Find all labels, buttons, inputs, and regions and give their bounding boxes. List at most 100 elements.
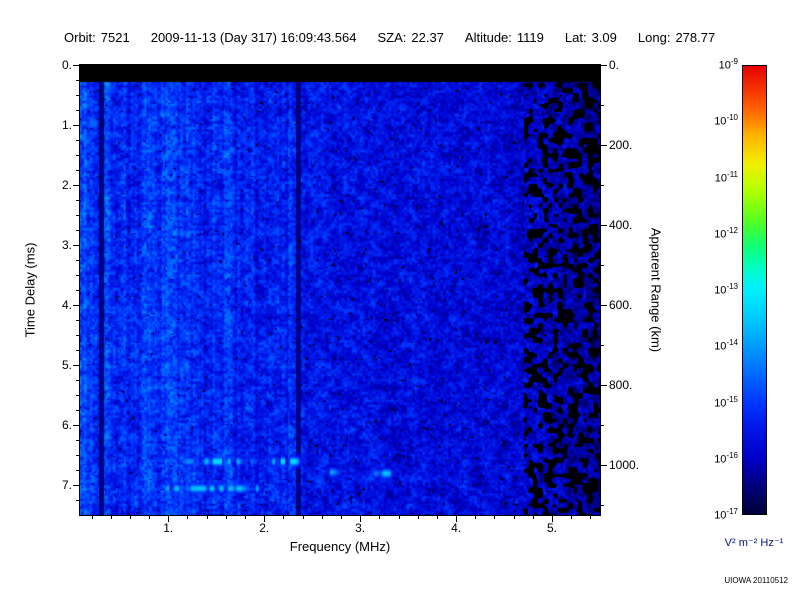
axis-tick — [513, 516, 515, 519]
axis-tick — [73, 245, 79, 246]
colorbar-tick-label: 10-13 — [714, 282, 738, 297]
axis-tick — [283, 516, 285, 519]
axis-tick — [76, 500, 79, 501]
axis-tick — [76, 95, 79, 96]
y-tick-label: 3. — [61, 238, 72, 252]
axis-tick — [187, 516, 189, 519]
y2-tick-label: 400. — [609, 218, 633, 232]
axis-tick — [571, 516, 573, 519]
axis-tick — [76, 395, 79, 396]
header-field: Altitude: 1119 — [464, 30, 544, 45]
axis-tick — [76, 275, 79, 276]
colorbar-gradient — [742, 65, 767, 515]
axis-tick — [601, 385, 607, 386]
header-field: 2009-11-13 (Day 317) 16:09:43.564 — [150, 30, 357, 45]
axis-tick — [76, 230, 79, 231]
axis-tick — [76, 80, 79, 81]
axis-tick — [76, 380, 79, 381]
axis-tick — [76, 140, 79, 141]
colorbar-tick-label: 10-11 — [714, 169, 738, 185]
axis-tick — [417, 516, 419, 519]
x-tick-label: 5. — [547, 521, 558, 535]
axis-tick — [76, 200, 79, 201]
axis-tick — [76, 455, 79, 456]
axis-tick — [601, 225, 607, 226]
axis-tick — [590, 516, 592, 519]
axis-tick — [494, 516, 496, 519]
y-tick-label: 2. — [61, 178, 72, 192]
axis-tick — [76, 320, 79, 321]
x-tick-label: 3. — [355, 521, 366, 535]
x-axis-title: Frequency (MHz) — [289, 539, 391, 554]
x-tick-label: 1. — [163, 521, 174, 535]
axis-tick — [601, 185, 604, 186]
y2-tick-label: 0. — [609, 58, 620, 72]
axis-tick — [245, 516, 247, 519]
axis-tick — [225, 516, 227, 519]
y-tick-label: 4. — [61, 298, 72, 312]
axis-tick — [601, 105, 604, 106]
axis-tick — [129, 516, 131, 519]
axis-tick — [601, 305, 607, 306]
y2-tick-label: 600. — [609, 298, 633, 312]
axis-tick — [73, 425, 79, 426]
axis-tick — [206, 516, 208, 519]
axis-tick — [76, 350, 79, 351]
colorbar-tick-label: 10-17 — [714, 507, 738, 522]
axis-tick — [601, 345, 604, 346]
y2-tick-label: 800. — [609, 378, 633, 392]
axis-tick — [73, 65, 79, 66]
y2-tick-label: 200. — [609, 138, 633, 152]
axis-tick — [475, 516, 477, 519]
y-tick-label: 6. — [61, 418, 72, 432]
colorbar-tick-label: 10-14 — [714, 338, 738, 353]
axis-tick — [532, 516, 534, 519]
y-tick-label: 5. — [61, 358, 72, 372]
axis-tick — [73, 305, 79, 306]
header-info: Orbit: 7521 2009-11-13 (Day 317) 16:09:43.… — [64, 30, 736, 45]
axis-tick — [601, 425, 604, 426]
header-field: SZA: 22.37 — [377, 30, 444, 45]
axis-tick — [340, 516, 342, 519]
axis-tick — [360, 516, 362, 522]
axis-tick — [264, 516, 266, 522]
colorbar-tick-label: 10-9 — [718, 57, 738, 72]
spectrogram-heatmap — [80, 65, 600, 515]
axis-tick — [76, 170, 79, 171]
x-tick-label: 4. — [451, 521, 462, 535]
axis-tick — [110, 516, 112, 519]
axis-tick — [436, 516, 438, 519]
colorbar-tick-label: 10-15 — [714, 394, 738, 410]
credit-watermark: UIOWA 20110512 — [724, 576, 788, 585]
axis-tick — [76, 290, 79, 291]
axis-tick — [76, 335, 79, 336]
axis-tick — [149, 516, 151, 519]
axis-tick — [73, 365, 79, 366]
axis-tick — [76, 440, 79, 441]
header-field: Lat: 3.09 — [564, 30, 617, 45]
colorbar-units-label: V² m⁻² Hz⁻¹ — [724, 537, 784, 549]
axis-tick — [73, 185, 79, 186]
y-axis-title: Time Delay (ms) — [22, 242, 38, 338]
axis-tick — [456, 516, 458, 522]
x-tick-label: 2. — [259, 521, 270, 535]
axis-tick — [76, 215, 79, 216]
axis-tick — [601, 145, 607, 146]
axis-tick — [73, 125, 79, 126]
axis-tick — [552, 516, 554, 522]
colorbar-tick-label: 10-16 — [714, 450, 738, 466]
y-tick-label: 1. — [61, 118, 72, 132]
axis-tick — [601, 465, 607, 466]
axis-tick — [76, 110, 79, 111]
header-field: Long: 278.77 — [637, 30, 716, 45]
axis-tick — [76, 470, 79, 471]
axis-tick — [76, 260, 79, 261]
axis-tick — [379, 516, 381, 519]
axis-tick — [168, 516, 170, 522]
axis-tick — [91, 516, 93, 519]
y-tick-label: 0. — [61, 58, 72, 72]
y-tick-label: 7. — [61, 478, 72, 492]
y2-tick-label: 1000. — [609, 458, 640, 472]
axis-tick — [76, 410, 79, 411]
